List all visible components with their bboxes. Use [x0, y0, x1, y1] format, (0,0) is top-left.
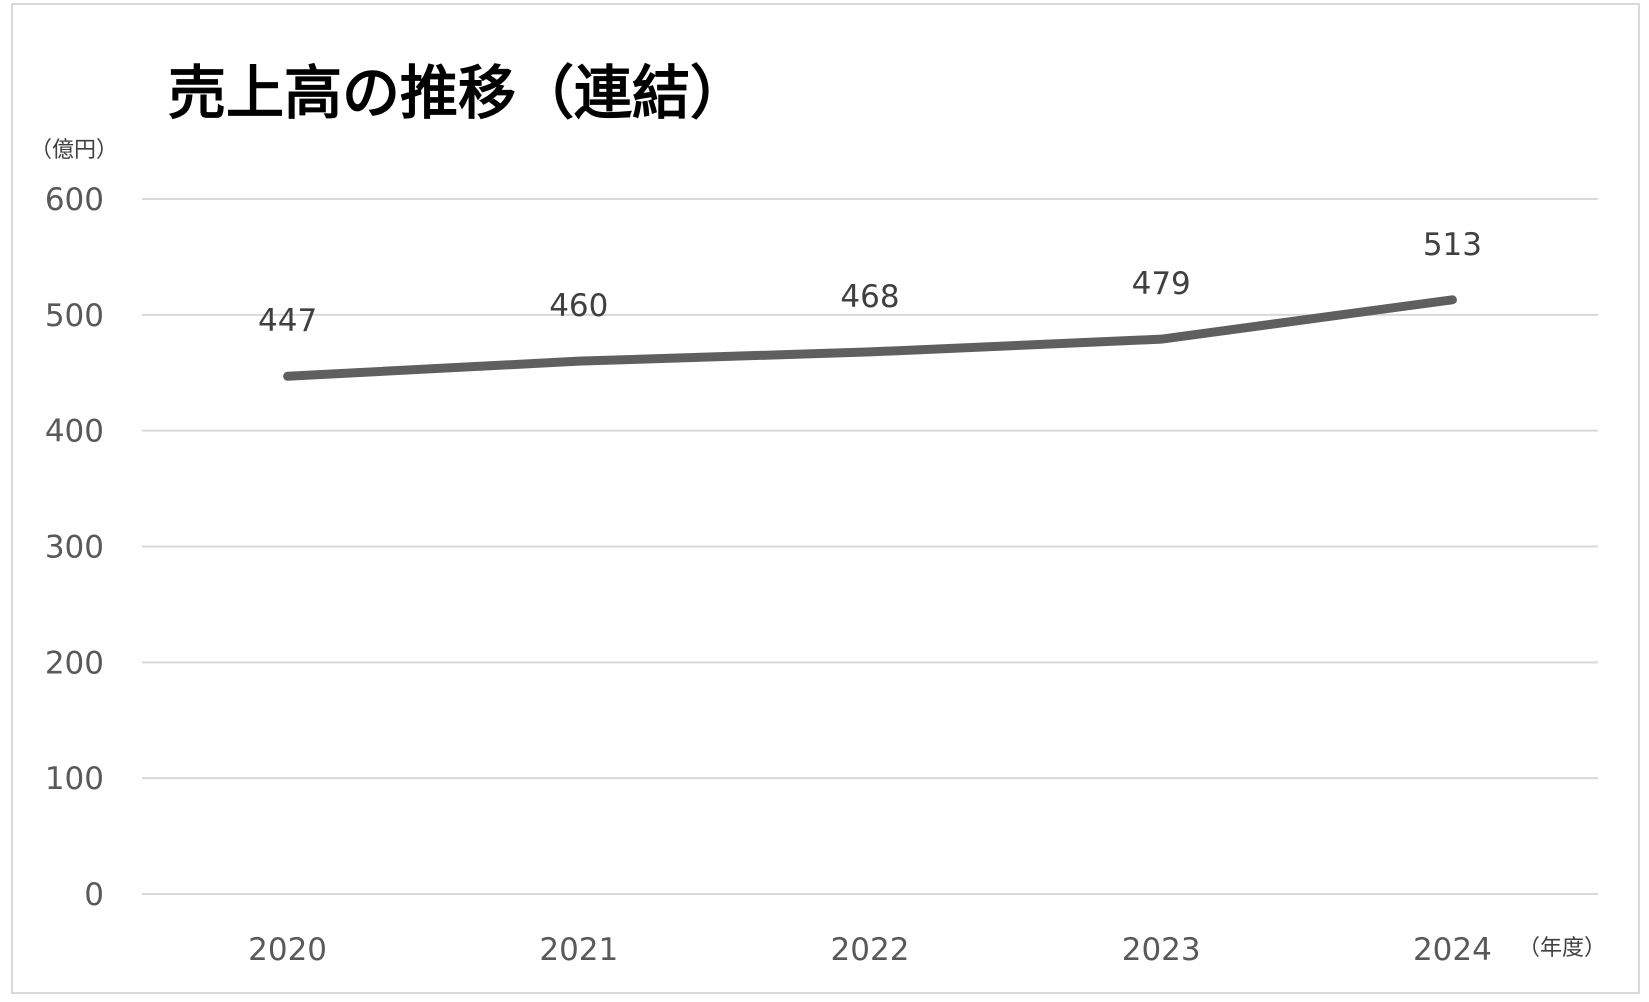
data-label-2022: 468: [840, 279, 899, 315]
y-tick-label-500: 500: [45, 298, 104, 334]
data-label-2023: 479: [1132, 266, 1191, 302]
x-tick-label-2021: 2021: [539, 932, 618, 968]
x-tick-label-2020: 2020: [248, 932, 327, 968]
y-tick-label-200: 200: [45, 645, 104, 681]
y-tick-label-300: 300: [45, 530, 104, 566]
y-tick-label-400: 400: [45, 414, 104, 450]
y-tick-label-100: 100: [45, 761, 104, 797]
series-layer: [283, 295, 1457, 381]
x-axis-ticks: 2020 2021 2022 2023 2024: [248, 932, 1492, 968]
data-label-2024: 513: [1423, 227, 1482, 263]
x-tick-label-2024: 2024: [1413, 932, 1492, 968]
y-axis-ticks: 0 100 200 300 400 500 600: [45, 182, 104, 913]
data-labels: 447 460 468 479 513: [258, 227, 1482, 339]
chart-title: 売上高の推移（連結）: [168, 59, 748, 127]
y-tick-label-600: 600: [45, 182, 104, 218]
chart-frame: [11, 3, 1640, 994]
x-axis-unit-label: （年度）: [1518, 936, 1606, 961]
x-tick-label-2022: 2022: [831, 932, 910, 968]
x-tick-label-2023: 2023: [1122, 932, 1201, 968]
data-label-2020: 447: [258, 303, 317, 339]
y-tick-label-0: 0: [84, 877, 104, 913]
y-axis-unit-label: （億円）: [30, 138, 118, 163]
data-label-2021: 460: [549, 288, 608, 324]
